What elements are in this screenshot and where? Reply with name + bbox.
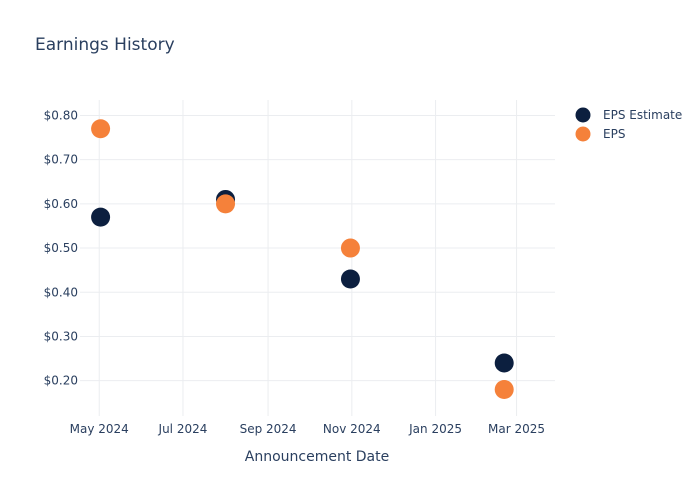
legend-marker [575, 126, 591, 142]
x-tick-label: Jan 2025 [408, 422, 462, 436]
legend[interactable]: EPS Estimate EPS [575, 107, 683, 142]
legend-label: EPS [603, 127, 625, 141]
y-tick-label: $0.50 [44, 241, 78, 255]
data-point [340, 238, 360, 258]
y-tick-label: $0.60 [44, 197, 78, 211]
data-point [340, 269, 360, 289]
x-tick-label: Sep 2024 [240, 422, 297, 436]
point-layer [91, 119, 514, 399]
x-tick-label: May 2024 [70, 422, 129, 436]
data-point [91, 207, 111, 227]
data-point [494, 379, 514, 399]
series-eps-estimate [91, 189, 514, 373]
legend-label: EPS Estimate [603, 108, 682, 122]
chart-title: Earnings History [35, 35, 175, 55]
x-tick-label: Nov 2024 [323, 422, 381, 436]
series-eps [91, 119, 514, 399]
y-tick-label: $0.20 [44, 374, 78, 388]
data-point [216, 194, 236, 214]
y-tick-label: $0.70 [44, 153, 78, 167]
x-axis-label: Announcement Date [245, 449, 389, 465]
legend-item[interactable]: EPS [575, 126, 626, 142]
grid-layer [80, 100, 555, 416]
y-tick-label: $0.30 [44, 329, 78, 343]
x-tick-label: Mar 2025 [488, 422, 545, 436]
y-tick-label: $0.80 [44, 108, 78, 122]
data-point [494, 353, 514, 373]
y-tick-label: $0.40 [44, 285, 78, 299]
legend-marker [575, 107, 591, 123]
legend-item[interactable]: EPS Estimate [575, 107, 683, 123]
tick-layer: May 2024 Jul 2024 Sep 2024 Nov 2024 Jan 2025… [44, 108, 545, 436]
data-point [91, 119, 111, 139]
x-tick-label: Jul 2024 [158, 422, 208, 436]
